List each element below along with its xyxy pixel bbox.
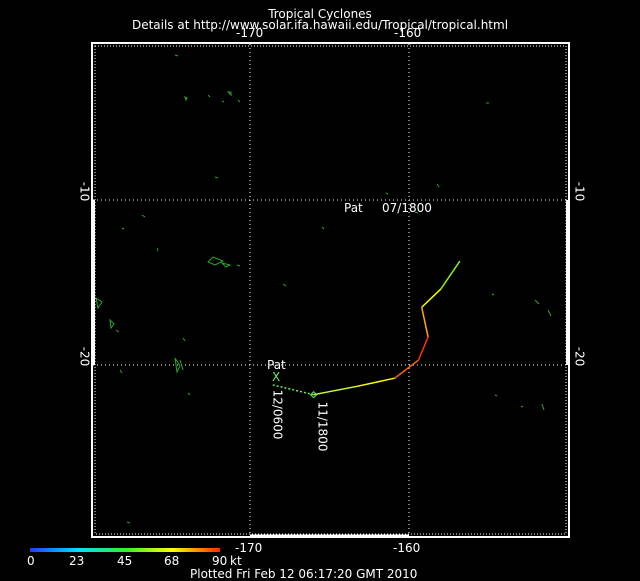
storm-end-marker: X: [272, 370, 280, 384]
lon-label-bottom-160: -160: [393, 541, 421, 555]
island: [179, 359, 184, 371]
island: [494, 394, 498, 397]
track-segment: [420, 307, 429, 338]
island: [226, 91, 232, 97]
island: [520, 405, 524, 408]
lat-label-right-20: -20: [572, 346, 587, 367]
track-segment: [313, 385, 357, 396]
island: [184, 96, 188, 102]
island: [187, 392, 191, 396]
storm-time-end: 12/0600: [270, 389, 285, 440]
track-segment: [272, 384, 314, 396]
plotted-timestamp: Plotted Fri Feb 12 06:17:20 GMT 2010: [190, 567, 418, 581]
island: [236, 264, 241, 267]
track-point-marker: [309, 390, 318, 399]
island: [182, 337, 186, 342]
island: [282, 283, 287, 287]
lon-label-bottom-170: -170: [235, 541, 263, 555]
island: [121, 227, 125, 230]
islands: [95, 54, 552, 524]
island: [174, 357, 181, 374]
legend-tick-23: 23: [69, 554, 85, 568]
legend-unit: kt: [230, 554, 242, 568]
island: [109, 318, 115, 330]
chart-title: Tropical Cyclones: [268, 7, 372, 21]
legend-tick-0: 0: [27, 554, 35, 568]
island: [221, 100, 225, 103]
island: [220, 262, 232, 268]
island: [491, 293, 495, 296]
island: [321, 226, 325, 230]
track-segment: [394, 359, 419, 379]
legend-tick-90: 90: [212, 554, 228, 568]
island: [207, 256, 225, 266]
track-segment: [356, 377, 395, 388]
storm-time-start: 07/1800: [382, 201, 432, 215]
track-segment: [440, 260, 461, 290]
island: [95, 296, 103, 310]
map-frame-inner: [94, 45, 567, 535]
island: [207, 94, 211, 98]
lat-label-left-10: -10: [77, 181, 92, 202]
island: [174, 54, 179, 57]
island: [237, 99, 241, 103]
storm-track: [272, 260, 461, 399]
island: [436, 183, 440, 188]
lon-label-top-160: -160: [394, 26, 422, 40]
legend-color-bar: [30, 548, 220, 552]
island: [385, 192, 389, 195]
island: [214, 176, 219, 179]
island: [115, 329, 120, 333]
storm-name-start: Pat: [344, 201, 363, 215]
track-segment: [421, 288, 442, 308]
details-url: Details at http://www.solar.ifa.hawaii.e…: [131, 18, 509, 32]
island: [141, 214, 146, 218]
lat-label-left-20: -20: [77, 346, 92, 367]
legend-tick-68: 68: [164, 554, 180, 568]
island: [534, 299, 540, 305]
island: [126, 521, 131, 524]
island: [414, 211, 419, 214]
storm-name-end: Pat: [267, 358, 286, 372]
lat-label-right-10: -10: [572, 181, 587, 202]
lon-label-top-170: -170: [236, 26, 264, 40]
island: [541, 403, 545, 411]
track-segment: [417, 336, 429, 361]
map-frame-outer: [91, 42, 570, 538]
island: [156, 247, 159, 252]
island: [547, 309, 552, 317]
island: [119, 369, 123, 374]
storm-time-mid: 11/1800: [315, 401, 330, 452]
legend-tick-45: 45: [117, 554, 133, 568]
